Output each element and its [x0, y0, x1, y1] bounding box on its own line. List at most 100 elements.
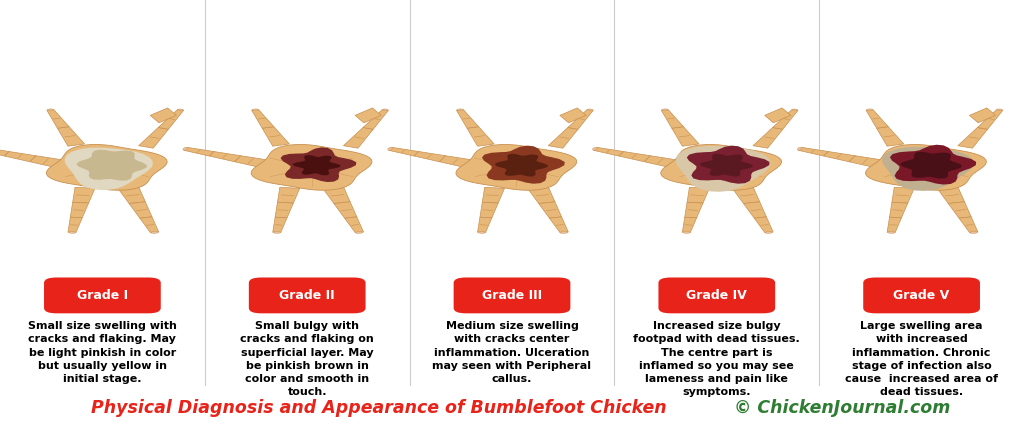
Polygon shape [687, 146, 770, 184]
Text: Large swelling area
with increased
inflammation. Chronic
stage of infection also: Large swelling area with increased infla… [845, 321, 998, 397]
Polygon shape [4, 152, 36, 162]
Text: Grade V: Grade V [894, 289, 949, 302]
Polygon shape [324, 187, 350, 204]
Ellipse shape [970, 231, 978, 233]
Polygon shape [765, 108, 791, 123]
Polygon shape [355, 108, 381, 123]
Polygon shape [662, 109, 683, 128]
Polygon shape [482, 187, 505, 203]
FancyBboxPatch shape [863, 277, 980, 313]
Polygon shape [364, 109, 388, 129]
Polygon shape [281, 147, 356, 182]
Polygon shape [68, 217, 82, 232]
Text: © ChickenJournal.com: © ChickenJournal.com [728, 399, 951, 417]
Ellipse shape [798, 147, 802, 150]
Ellipse shape [593, 147, 597, 150]
Polygon shape [46, 145, 167, 190]
Ellipse shape [888, 232, 895, 233]
Ellipse shape [765, 231, 773, 233]
FancyBboxPatch shape [454, 277, 570, 313]
Polygon shape [877, 127, 904, 146]
Polygon shape [65, 148, 153, 190]
Text: Small size swelling with
cracks and flaking. May
be light pinkish in color
but u: Small size swelling with cracks and flak… [28, 321, 177, 384]
Ellipse shape [866, 109, 872, 111]
Polygon shape [73, 187, 95, 203]
Polygon shape [467, 127, 495, 146]
Ellipse shape [69, 232, 76, 233]
Polygon shape [798, 147, 828, 156]
Polygon shape [414, 152, 445, 162]
Text: Grade II: Grade II [280, 289, 335, 302]
Text: Grade I: Grade I [77, 289, 128, 302]
Polygon shape [251, 145, 372, 190]
Polygon shape [275, 202, 294, 218]
Polygon shape [477, 217, 492, 232]
Polygon shape [0, 147, 9, 156]
Polygon shape [948, 202, 971, 218]
Polygon shape [550, 217, 568, 233]
Polygon shape [388, 147, 419, 156]
Ellipse shape [178, 109, 183, 111]
Polygon shape [743, 202, 766, 218]
Polygon shape [71, 202, 89, 218]
Polygon shape [733, 187, 760, 204]
Polygon shape [773, 109, 798, 129]
Polygon shape [439, 156, 472, 167]
Polygon shape [539, 202, 561, 218]
Polygon shape [890, 145, 976, 184]
Polygon shape [849, 156, 882, 167]
Ellipse shape [355, 231, 364, 233]
Polygon shape [687, 187, 710, 203]
Polygon shape [234, 156, 267, 167]
Text: Physical Diagnosis and Appearance of Bumblefoot Chicken: Physical Diagnosis and Appearance of Bum… [91, 399, 667, 417]
Polygon shape [957, 128, 987, 148]
Polygon shape [548, 128, 578, 148]
Polygon shape [890, 202, 908, 218]
Polygon shape [660, 145, 781, 190]
Polygon shape [262, 127, 290, 146]
Polygon shape [457, 109, 478, 128]
Polygon shape [119, 187, 145, 204]
FancyBboxPatch shape [658, 277, 775, 313]
Polygon shape [183, 147, 214, 156]
Polygon shape [560, 108, 586, 123]
Polygon shape [77, 149, 147, 180]
Polygon shape [140, 217, 159, 233]
Polygon shape [343, 128, 373, 148]
Ellipse shape [560, 231, 568, 233]
Text: Increased size bulgy
footpad with dead tissues.
The centre part is
inflamed so y: Increased size bulgy footpad with dead t… [634, 321, 800, 397]
Polygon shape [866, 109, 888, 128]
Text: Grade IV: Grade IV [686, 289, 748, 302]
Polygon shape [138, 128, 168, 148]
Ellipse shape [478, 232, 485, 233]
Ellipse shape [588, 109, 593, 111]
Polygon shape [618, 152, 650, 162]
Polygon shape [293, 155, 340, 175]
Polygon shape [978, 109, 1002, 129]
Polygon shape [672, 127, 699, 146]
Polygon shape [883, 147, 974, 191]
Ellipse shape [183, 147, 187, 150]
Polygon shape [755, 217, 773, 233]
Polygon shape [159, 109, 183, 129]
Polygon shape [685, 202, 703, 218]
Polygon shape [334, 202, 356, 218]
Polygon shape [887, 217, 901, 232]
Polygon shape [482, 146, 565, 184]
Ellipse shape [457, 109, 463, 111]
Polygon shape [528, 187, 555, 204]
Text: Medium size swelling
with cracks center
inflammation. Ulceration
may seen with P: Medium size swelling with cracks center … [432, 321, 592, 384]
Ellipse shape [151, 231, 159, 233]
Polygon shape [644, 156, 677, 167]
Ellipse shape [793, 109, 798, 111]
Polygon shape [753, 128, 782, 148]
Polygon shape [938, 187, 965, 204]
Polygon shape [57, 127, 85, 146]
Ellipse shape [997, 109, 1002, 111]
Polygon shape [151, 108, 176, 123]
Polygon shape [47, 109, 69, 128]
Ellipse shape [662, 109, 668, 111]
Polygon shape [495, 154, 548, 177]
Ellipse shape [383, 109, 388, 111]
Polygon shape [209, 152, 241, 162]
